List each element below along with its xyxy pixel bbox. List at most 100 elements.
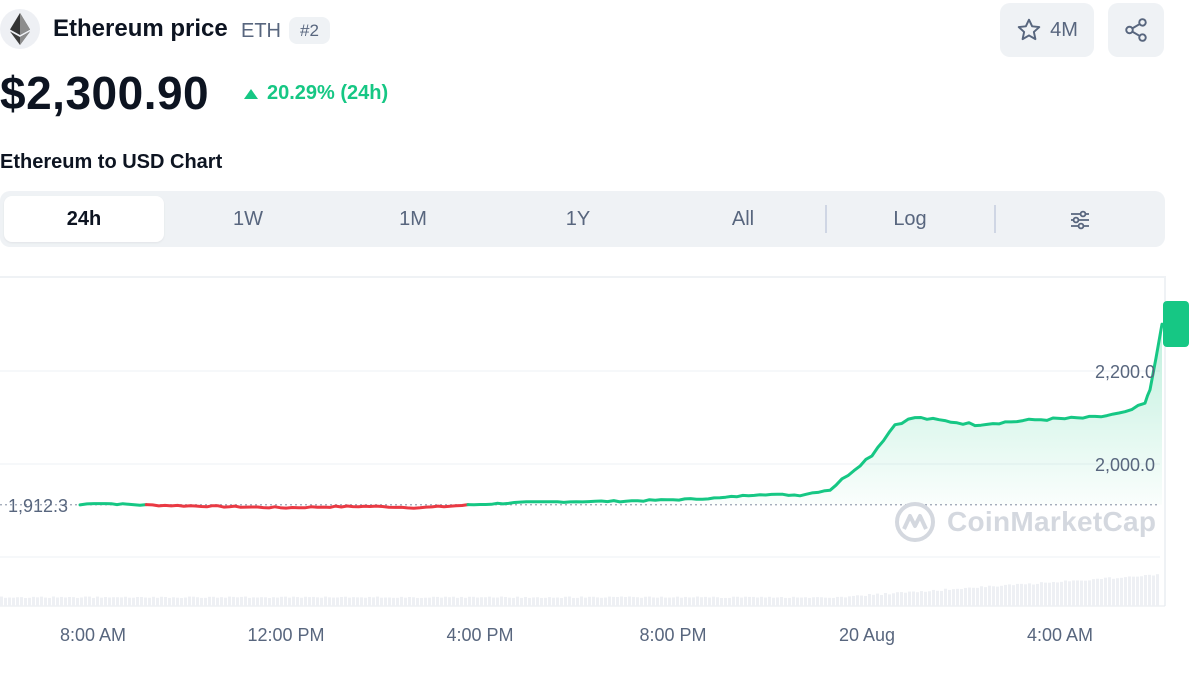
x-tick-label: 8:00 AM xyxy=(60,625,126,645)
volume-bar xyxy=(1144,575,1147,606)
tab-1m[interactable]: 1M xyxy=(399,208,427,230)
volume-bar xyxy=(832,597,835,606)
volume-bar xyxy=(564,596,567,606)
volume-bar xyxy=(696,596,699,606)
volume-bar xyxy=(0,596,3,606)
volume-bar xyxy=(740,597,743,606)
coinmarketcap-watermark: CoinMarketCap xyxy=(893,500,1156,544)
volume-bar xyxy=(524,596,527,606)
volume-bar xyxy=(836,596,839,606)
volume-bar xyxy=(128,597,131,606)
volume-bar xyxy=(788,597,791,606)
tab-24h[interactable]: 24h xyxy=(4,196,164,242)
tab-1y[interactable]: 1Y xyxy=(565,208,591,230)
volume-bar xyxy=(972,587,975,606)
volume-bar xyxy=(300,597,303,606)
volume-bar xyxy=(860,595,863,606)
volume-bar xyxy=(372,597,375,606)
volume-bar xyxy=(296,597,299,606)
volume-bar xyxy=(520,597,523,606)
volume-bar xyxy=(456,597,459,606)
volume-bar xyxy=(376,596,379,606)
volume-bar xyxy=(224,597,227,606)
volume-bar xyxy=(600,597,603,606)
volume-bar xyxy=(616,597,619,606)
volume-bar xyxy=(184,597,187,606)
volume-bar xyxy=(400,596,403,606)
volume-bar xyxy=(668,597,671,606)
volume-bar xyxy=(396,597,399,606)
volume-bar xyxy=(528,597,531,606)
volume-bar xyxy=(16,597,19,606)
volume-bar xyxy=(944,588,947,606)
volume-bar xyxy=(720,597,723,606)
volume-bar xyxy=(280,596,283,606)
volume-bar xyxy=(188,596,191,606)
volume-bar xyxy=(48,597,51,606)
coin-ticker: ETH xyxy=(241,20,281,42)
volume-bar xyxy=(932,589,935,606)
volume-bar xyxy=(156,597,159,606)
chart-settings-button[interactable] xyxy=(1000,196,1160,242)
volume-bar xyxy=(752,596,755,606)
volume-bar xyxy=(1040,582,1043,606)
volume-bar xyxy=(1112,578,1115,606)
volume-bar xyxy=(492,597,495,606)
volume-bar xyxy=(424,597,427,606)
volume-bar xyxy=(316,597,319,606)
current-price: $2,300.90 xyxy=(0,67,210,119)
volume-bar xyxy=(736,596,739,606)
volume-bar xyxy=(276,597,279,606)
volume-bar xyxy=(1012,585,1015,606)
volume-bar xyxy=(292,596,295,606)
volume-bar xyxy=(732,596,735,606)
tab-1w[interactable]: 1W xyxy=(233,208,263,230)
volume-bar xyxy=(192,596,195,606)
volume-bar xyxy=(924,591,927,606)
volume-bar xyxy=(12,597,15,606)
volume-bar xyxy=(868,594,871,606)
volume-bar xyxy=(952,589,955,606)
volume-bar xyxy=(444,596,447,606)
tab-log[interactable]: Log xyxy=(893,208,927,230)
volume-bar xyxy=(584,597,587,606)
volume-bar xyxy=(228,596,231,606)
volume-bar xyxy=(1136,576,1139,606)
volume-bar xyxy=(264,597,267,606)
volume-bar xyxy=(168,597,171,606)
volume-bar xyxy=(760,596,763,606)
volume-bar xyxy=(1020,583,1023,606)
volume-bar xyxy=(432,596,435,606)
volume-bar xyxy=(196,597,199,606)
share-button[interactable] xyxy=(1108,3,1164,57)
volume-bar xyxy=(544,597,547,606)
volume-bar xyxy=(1104,577,1107,606)
volume-bar xyxy=(448,597,451,606)
volume-bar xyxy=(1060,581,1063,606)
volume-bar xyxy=(428,597,431,606)
tab-all[interactable]: All xyxy=(731,208,755,230)
price-chart[interactable]: 2,200.0 2,000.0 1,912.3 8:00 AM 12:00 PM 4:00… xyxy=(0,276,1189,681)
volume-bar xyxy=(560,597,563,606)
volume-bar xyxy=(112,597,115,606)
volume-bar xyxy=(1080,580,1083,606)
volume-bar xyxy=(548,597,551,606)
volume-bar xyxy=(756,597,759,606)
chart-title: Ethereum to USD Chart xyxy=(0,151,223,173)
volume-bar xyxy=(124,596,127,606)
volume-bar xyxy=(792,596,795,606)
volume-bar xyxy=(572,597,575,606)
share-icon xyxy=(1125,18,1147,42)
volume-bar xyxy=(928,591,931,606)
volume-bar xyxy=(704,596,707,606)
volume-bar xyxy=(84,596,87,606)
watchlist-button[interactable]: 4M xyxy=(1000,3,1094,57)
volume-bar xyxy=(592,596,595,606)
volume-bar xyxy=(180,597,183,606)
volume-bar xyxy=(232,596,235,606)
volume-bar xyxy=(984,587,987,606)
volume-bar xyxy=(556,597,559,606)
volume-bar xyxy=(1100,579,1103,606)
volume-bar xyxy=(1148,574,1151,606)
volume-bar xyxy=(700,597,703,606)
